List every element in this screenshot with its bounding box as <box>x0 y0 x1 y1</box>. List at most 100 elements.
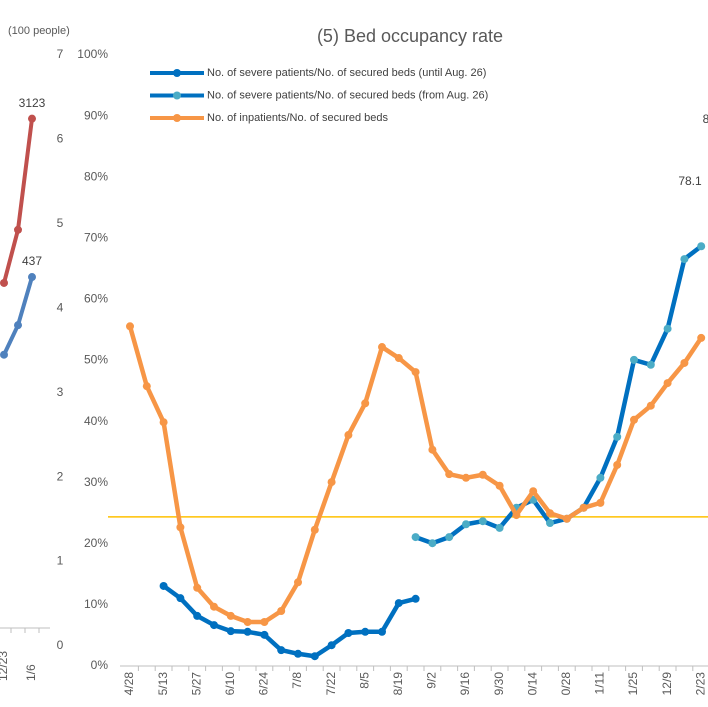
data-point <box>176 523 185 532</box>
x-tick-label: 4/28 <box>122 672 136 696</box>
y-tick-label: 0% <box>91 658 109 672</box>
data-point <box>512 511 521 520</box>
x-tick-label: 8/19 <box>391 672 405 696</box>
x-tick-label: 6/24 <box>257 672 271 696</box>
data-point <box>327 641 336 650</box>
y-tick-label: 6 <box>57 132 64 146</box>
data-point <box>411 368 420 377</box>
data-point <box>546 519 554 528</box>
y-tick-label: 1 <box>57 554 64 568</box>
data-label: 3123 <box>19 96 46 110</box>
y-tick-label: 5 <box>57 216 64 230</box>
data-point <box>562 514 571 523</box>
data-point <box>126 322 134 331</box>
data-point <box>663 379 672 388</box>
data-point <box>327 478 336 487</box>
data-point <box>428 445 437 454</box>
data-point <box>310 652 319 661</box>
x-tick-label: 8/5 <box>357 672 371 689</box>
data-point <box>411 594 420 603</box>
x-tick-label: 7/22 <box>324 672 338 696</box>
x-tick-label: 0/28 <box>559 672 573 696</box>
data-point <box>546 509 554 518</box>
data-point <box>697 333 706 342</box>
chart-title: (5) Bed occupancy rate <box>317 26 503 46</box>
y-tick-label: 7 <box>57 47 64 61</box>
data-point <box>646 401 655 410</box>
data-point <box>495 481 504 490</box>
data-point <box>361 399 370 408</box>
series-line <box>162 584 417 659</box>
data-point <box>310 525 319 534</box>
y-tick-label: 80% <box>84 169 108 183</box>
data-point <box>478 470 487 479</box>
y-tick-label: 60% <box>84 292 108 306</box>
y-tick-label: 50% <box>84 353 108 367</box>
data-point <box>294 578 302 587</box>
data-point <box>243 627 252 636</box>
data-point <box>495 523 504 532</box>
data-point <box>361 627 370 636</box>
data-point <box>210 602 218 611</box>
x-tick-label: 12/23 <box>0 651 10 681</box>
x-tick-label: 1/6 <box>24 664 38 681</box>
data-point <box>411 533 420 542</box>
data-point <box>378 627 386 636</box>
data-point <box>646 360 655 369</box>
data-point <box>579 503 588 512</box>
data-point <box>226 611 235 620</box>
legend-label: No. of inpatients/No. of secured beds <box>207 112 388 124</box>
data-point <box>210 621 218 630</box>
data-point <box>243 618 252 627</box>
data-point <box>260 618 269 627</box>
data-point <box>613 432 622 441</box>
x-tick-label: 0/14 <box>525 672 539 696</box>
data-point <box>596 498 605 507</box>
axis-label: (100 people) <box>8 25 70 37</box>
data-point <box>697 242 706 251</box>
data-point <box>428 539 437 548</box>
data-point <box>159 418 168 427</box>
data-point <box>14 321 22 330</box>
x-tick-label: 7/8 <box>290 672 304 689</box>
annotation: 8 <box>703 112 708 126</box>
data-point <box>630 355 638 364</box>
data-point <box>260 630 269 639</box>
data-point <box>344 431 353 440</box>
x-tick-label: 1/11 <box>593 672 607 695</box>
x-tick-label: 6/10 <box>223 672 237 696</box>
y-tick-label: 90% <box>84 108 108 122</box>
data-point <box>478 517 487 526</box>
y-tick-label: 4 <box>57 300 64 314</box>
data-point <box>294 649 302 658</box>
data-point <box>394 354 403 363</box>
data-point <box>0 350 8 359</box>
x-tick-label: 5/13 <box>156 672 170 696</box>
data-point <box>596 473 605 482</box>
data-point <box>445 533 454 542</box>
legend-marker <box>173 91 181 100</box>
data-point <box>529 487 538 496</box>
data-point <box>680 255 689 264</box>
y-tick-label: 3 <box>57 385 64 399</box>
y-tick-label: 2 <box>57 469 64 483</box>
x-tick-label: 12/9 <box>660 672 674 696</box>
data-point <box>344 629 353 638</box>
data-point <box>226 627 235 636</box>
data-point <box>613 460 622 469</box>
x-tick-label: 2/23 <box>693 672 707 696</box>
data-point <box>28 273 36 282</box>
data-point <box>680 358 689 367</box>
data-point <box>277 607 286 616</box>
data-point <box>28 114 36 123</box>
x-tick-label: 5/27 <box>189 672 203 696</box>
data-point <box>445 470 454 479</box>
data-point <box>378 343 386 352</box>
data-point <box>159 581 168 590</box>
x-tick-label: 9/2 <box>425 672 439 689</box>
y-tick-label: 20% <box>84 536 108 550</box>
x-tick-label: 9/16 <box>458 672 472 696</box>
y-tick-label: 100% <box>77 47 108 61</box>
annotation: 78.1 <box>678 174 702 188</box>
